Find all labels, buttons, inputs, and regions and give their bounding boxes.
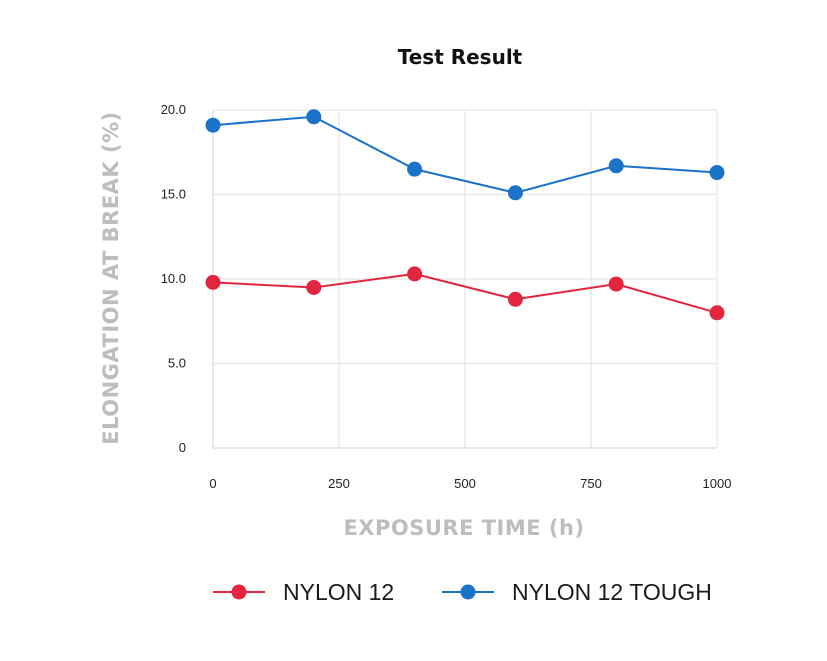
data-point — [306, 109, 322, 125]
y-tick-label: 10.0 — [161, 271, 186, 286]
legend: NYLON 12 NYLON 12 TOUGH — [213, 579, 712, 605]
gridlines — [213, 109, 718, 448]
legend-label: NYLON 12 — [283, 579, 394, 605]
data-point — [407, 161, 423, 177]
x-tick-label: 750 — [580, 476, 602, 491]
y-tick-labels: 0 5.0 10.0 15.0 20.0 — [161, 102, 186, 455]
x-axis-label: EXPOSURE TIME (h) — [343, 516, 584, 540]
legend-item: NYLON 12 — [213, 579, 394, 605]
y-tick-label: 5.0 — [168, 356, 186, 371]
series-line — [212, 272, 718, 314]
data-point — [608, 158, 624, 174]
legend-swatch-marker — [460, 584, 476, 600]
data-point — [205, 117, 221, 133]
y-tick-label: 20.0 — [161, 102, 186, 117]
data-point — [709, 165, 725, 181]
series-nylon-12 — [205, 266, 725, 321]
legend-swatch-marker — [231, 584, 247, 600]
series-nylon-12-tough — [205, 109, 725, 201]
series-line — [212, 115, 718, 194]
x-tick-label: 0 — [209, 476, 216, 491]
y-tick-label: 0 — [179, 440, 186, 455]
data-point — [407, 266, 423, 282]
legend-label: NYLON 12 TOUGH — [512, 579, 712, 605]
x-tick-labels: 0 250 500 750 1000 — [209, 476, 731, 491]
data-point — [205, 274, 221, 290]
data-point — [608, 276, 624, 292]
x-tick-label: 250 — [328, 476, 350, 491]
y-tick-label: 15.0 — [161, 187, 186, 202]
data-series — [205, 109, 725, 321]
data-point — [306, 279, 322, 295]
data-point — [507, 291, 523, 307]
y-axis-label: ELONGATION AT BREAK (%) — [99, 111, 123, 445]
chart-title: Test Result — [398, 45, 523, 69]
x-tick-label: 1000 — [703, 476, 732, 491]
data-point — [709, 305, 725, 321]
legend-item: NYLON 12 TOUGH — [442, 579, 712, 605]
x-tick-label: 500 — [454, 476, 476, 491]
data-point — [507, 185, 523, 201]
